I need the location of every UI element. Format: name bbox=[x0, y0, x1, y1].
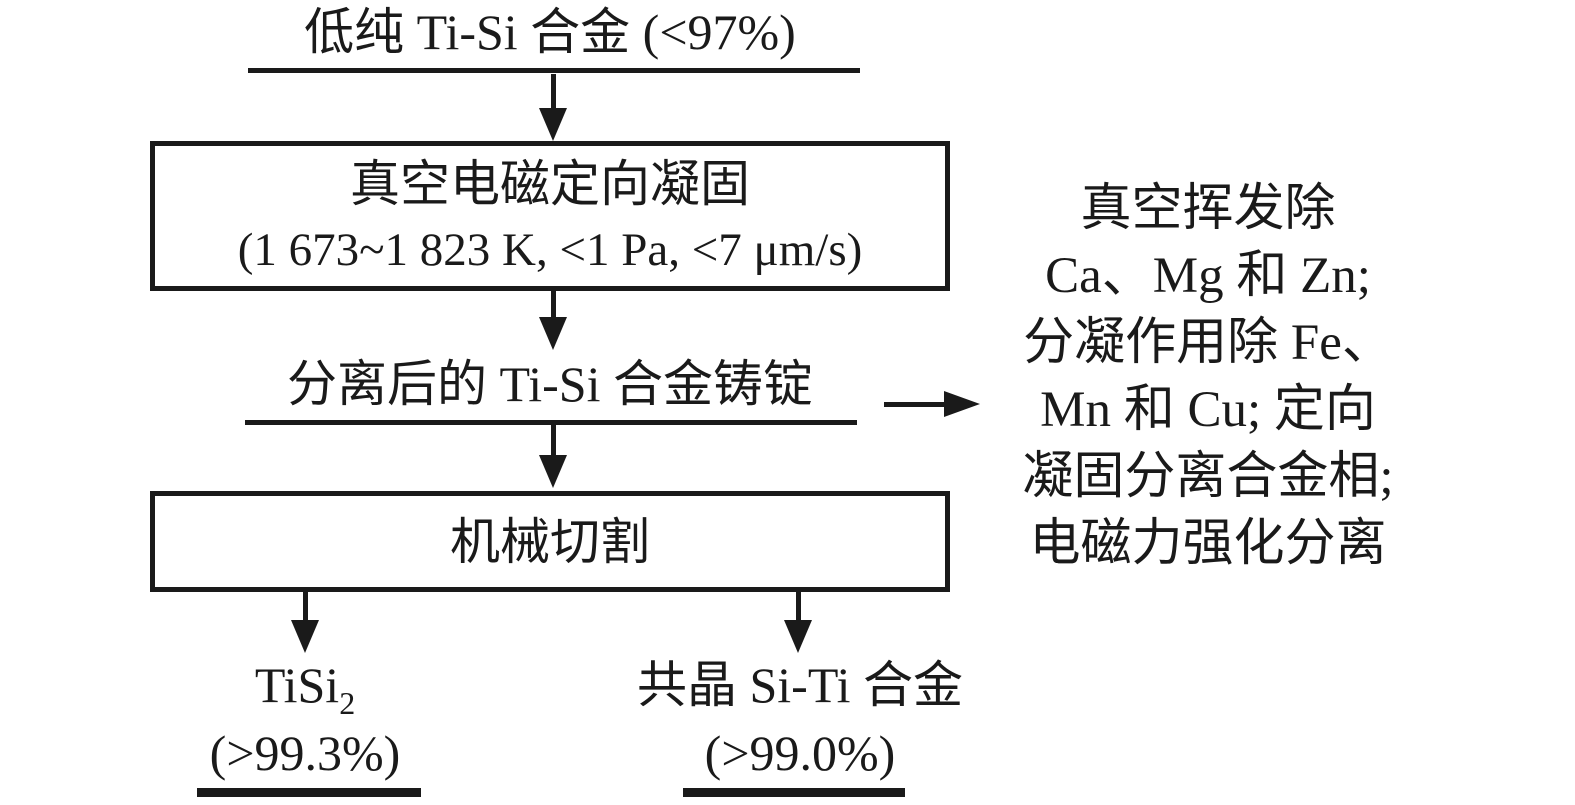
arrow-down-icon bbox=[539, 455, 567, 488]
arrow-stem bbox=[551, 291, 556, 321]
output-left-purity: (>99.3%) bbox=[209, 725, 401, 781]
output-right-purity: (>99.0%) bbox=[704, 725, 896, 781]
output-right-name: 共晶 Si-Ti 合金 bbox=[636, 657, 964, 713]
output-left-formula: TiSi bbox=[254, 657, 340, 713]
output-right-underline bbox=[683, 788, 905, 797]
arrow-stem bbox=[796, 592, 801, 624]
process-box-solidification: 真空电磁定向凝固 (1 673~1 823 K, <1 Pa, <7 μm/s) bbox=[150, 141, 950, 291]
arrow-stem bbox=[551, 74, 556, 114]
top-node-underline bbox=[248, 68, 860, 73]
process-box-line1: 真空电磁定向凝固 bbox=[350, 156, 750, 212]
process-box-label: 机械切割 bbox=[450, 513, 650, 570]
process-box-line2: (1 673~1 823 K, <1 Pa, <7 μm/s) bbox=[237, 224, 863, 276]
output-left-formula-subscript: 2 bbox=[339, 685, 356, 721]
arrow-down-icon bbox=[291, 620, 319, 653]
side-note-line: 电磁力强化分离 bbox=[1029, 516, 1387, 572]
process-box-cutting: 机械切割 bbox=[150, 491, 950, 592]
arrow-stem bbox=[884, 402, 946, 407]
output-left-name: TiSi2 bbox=[155, 654, 455, 721]
side-note: 真空挥发除 Ca、Mg 和 Zn; 分凝作用除 Fe、 Mn 和 Cu; 定向 … bbox=[980, 176, 1436, 578]
output-left-underline bbox=[197, 788, 421, 797]
side-note-line: Mn 和 Cu; 定向 bbox=[1040, 382, 1376, 438]
side-note-line: Ca、Mg 和 Zn; bbox=[1045, 248, 1371, 304]
arrow-down-icon bbox=[539, 108, 567, 141]
arrow-down-icon bbox=[784, 620, 812, 653]
mid-node-underline bbox=[245, 420, 857, 425]
arrow-right-icon bbox=[944, 391, 980, 417]
top-node-label: 低纯 Ti-Si 合金 (<97%) bbox=[304, 4, 796, 60]
side-note-line: 分凝作用除 Fe、 bbox=[1023, 315, 1393, 371]
side-note-line: 真空挥发除 bbox=[1080, 181, 1336, 237]
arrow-stem bbox=[551, 425, 556, 458]
mid-node-label: 分离后的 Ti-Si 合金铸锭 bbox=[286, 356, 814, 412]
side-note-line: 凝固分离合金相; bbox=[1022, 449, 1394, 505]
arrow-stem bbox=[303, 592, 308, 624]
arrow-down-icon bbox=[539, 317, 567, 350]
